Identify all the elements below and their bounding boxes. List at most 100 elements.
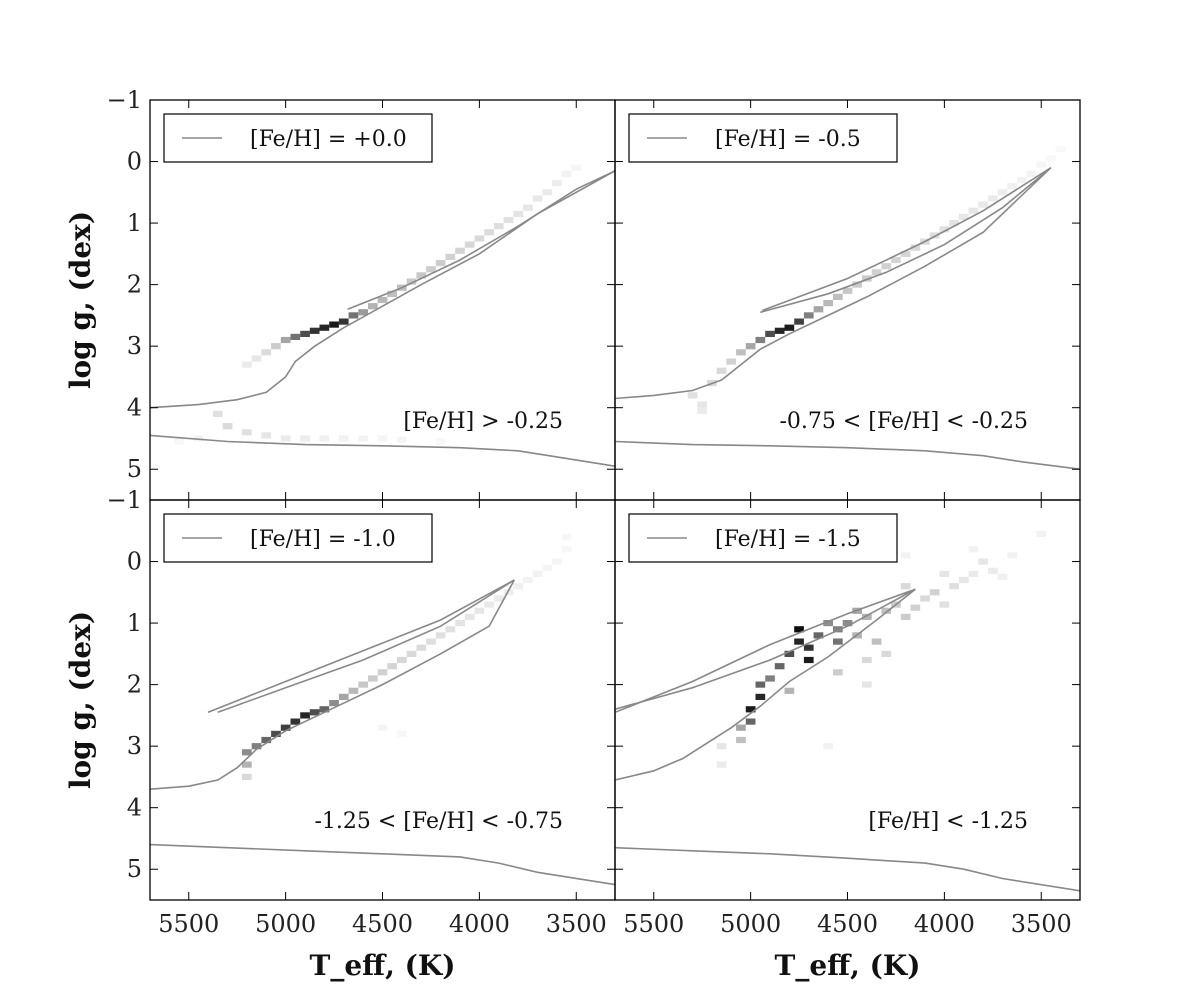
legend: [Fe/H] = -0.5 xyxy=(628,113,898,163)
density-cell xyxy=(716,743,727,750)
density-cell xyxy=(988,567,998,574)
density-cell xyxy=(978,201,988,208)
density-cell xyxy=(397,730,407,737)
density-cell xyxy=(755,681,766,688)
density-cell xyxy=(174,438,184,445)
density-cell xyxy=(716,367,727,374)
x-tick-label: 4500 xyxy=(817,910,878,938)
density-cell xyxy=(745,343,756,350)
density-cell xyxy=(958,213,969,220)
isochrone-line xyxy=(615,440,1080,470)
density-cell xyxy=(445,626,456,633)
density-cell xyxy=(939,226,950,233)
density-cell xyxy=(833,669,843,676)
density-cell xyxy=(803,656,814,664)
density-cell xyxy=(561,546,572,553)
density-cell xyxy=(377,669,388,676)
density-cell xyxy=(358,309,368,316)
density-cell xyxy=(774,663,785,670)
x-tick-label: 3500 xyxy=(1011,910,1072,938)
density-cell xyxy=(377,435,388,442)
density-cell xyxy=(794,638,804,645)
density-cell xyxy=(387,290,397,297)
density-cell xyxy=(881,607,892,614)
legend: [Fe/H] = -1.0 xyxy=(163,513,433,563)
y-tick-label: 0 xyxy=(127,548,142,576)
density-cell xyxy=(755,693,766,700)
x-axis-title: T_eff, (K) xyxy=(310,949,456,982)
density-cell xyxy=(833,293,843,300)
density-cell xyxy=(687,392,698,399)
annotation: [Fe/H] > -0.25 xyxy=(403,409,563,434)
density-cell xyxy=(813,632,824,639)
density-cell xyxy=(755,336,766,344)
density-cell xyxy=(552,180,562,187)
density-cell xyxy=(280,336,291,344)
density-cell xyxy=(358,435,368,442)
isochrone-line xyxy=(762,167,1052,312)
density-heatmap xyxy=(174,164,582,445)
density-cell xyxy=(416,644,427,651)
density-cell xyxy=(697,401,707,408)
density-cell xyxy=(784,650,795,657)
density-cell xyxy=(1007,183,1017,190)
density-cell xyxy=(397,436,407,443)
density-cell xyxy=(242,361,252,368)
density-cell xyxy=(988,195,998,202)
density-cell xyxy=(300,712,310,719)
density-heatmap xyxy=(716,530,1047,768)
density-cell xyxy=(261,349,272,356)
legend: [Fe/H] = +0.0 xyxy=(163,113,433,163)
density-cell xyxy=(261,736,272,744)
panel-feh-0-0: −1 0 1 2 3 4 5 [Fe/H] = +0.0 [Fe/H] > -0.25 log g… xyxy=(64,86,616,501)
density-cell xyxy=(493,223,504,230)
density-cell xyxy=(368,675,378,682)
x-tick-label: 4500 xyxy=(352,910,413,938)
density-cell xyxy=(852,281,862,288)
density-cell xyxy=(900,583,911,590)
legend-label: [Fe/H] = +0.0 xyxy=(250,127,407,152)
x-axis-title: T_eff, (K) xyxy=(775,949,921,982)
density-cell xyxy=(929,232,940,239)
density-cell xyxy=(842,620,853,627)
density-cell xyxy=(309,327,320,334)
density-cell xyxy=(261,432,272,439)
density-cell xyxy=(697,407,707,414)
density-cell xyxy=(213,410,223,417)
density-cell xyxy=(338,318,349,325)
density-cell xyxy=(377,724,388,731)
density-cell xyxy=(406,278,417,285)
density-cell xyxy=(833,638,843,645)
y-tick-label: 3 xyxy=(127,732,142,760)
density-cell xyxy=(939,570,950,577)
density-cell xyxy=(435,632,446,639)
y-tick-label: 2 xyxy=(127,671,142,699)
y-tick-label: 1 xyxy=(127,609,142,637)
density-cell xyxy=(358,681,368,688)
y-tick-label: 4 xyxy=(127,394,142,422)
y-tick-label: −1 xyxy=(107,486,142,514)
y-axis-title: log g, (dex) xyxy=(64,211,97,389)
legend-label: [Fe/H] = -1.0 xyxy=(250,527,396,552)
density-cell xyxy=(319,706,330,713)
density-cell xyxy=(949,220,959,227)
density-cell xyxy=(736,724,746,731)
panel-feh-minus-0-5: [Fe/H] = -0.5 -0.75 < [Fe/H] < -0.25 xyxy=(614,99,1081,501)
density-cell xyxy=(784,687,795,694)
density-cell xyxy=(958,576,969,584)
density-cell xyxy=(242,749,252,756)
density-cell xyxy=(242,761,252,768)
density-cell xyxy=(523,576,533,584)
density-cell xyxy=(387,663,397,670)
density-cell xyxy=(271,730,281,737)
isochrone-line xyxy=(615,588,916,710)
density-cell xyxy=(397,656,407,664)
density-cell xyxy=(435,260,446,267)
density-cell xyxy=(571,164,582,171)
density-cell xyxy=(290,333,301,340)
density-cell xyxy=(455,247,465,254)
annotation: -0.75 < [Fe/H] < -0.25 xyxy=(779,409,1028,434)
density-cell xyxy=(939,601,950,608)
density-cell xyxy=(871,269,882,276)
density-cell xyxy=(900,250,911,257)
